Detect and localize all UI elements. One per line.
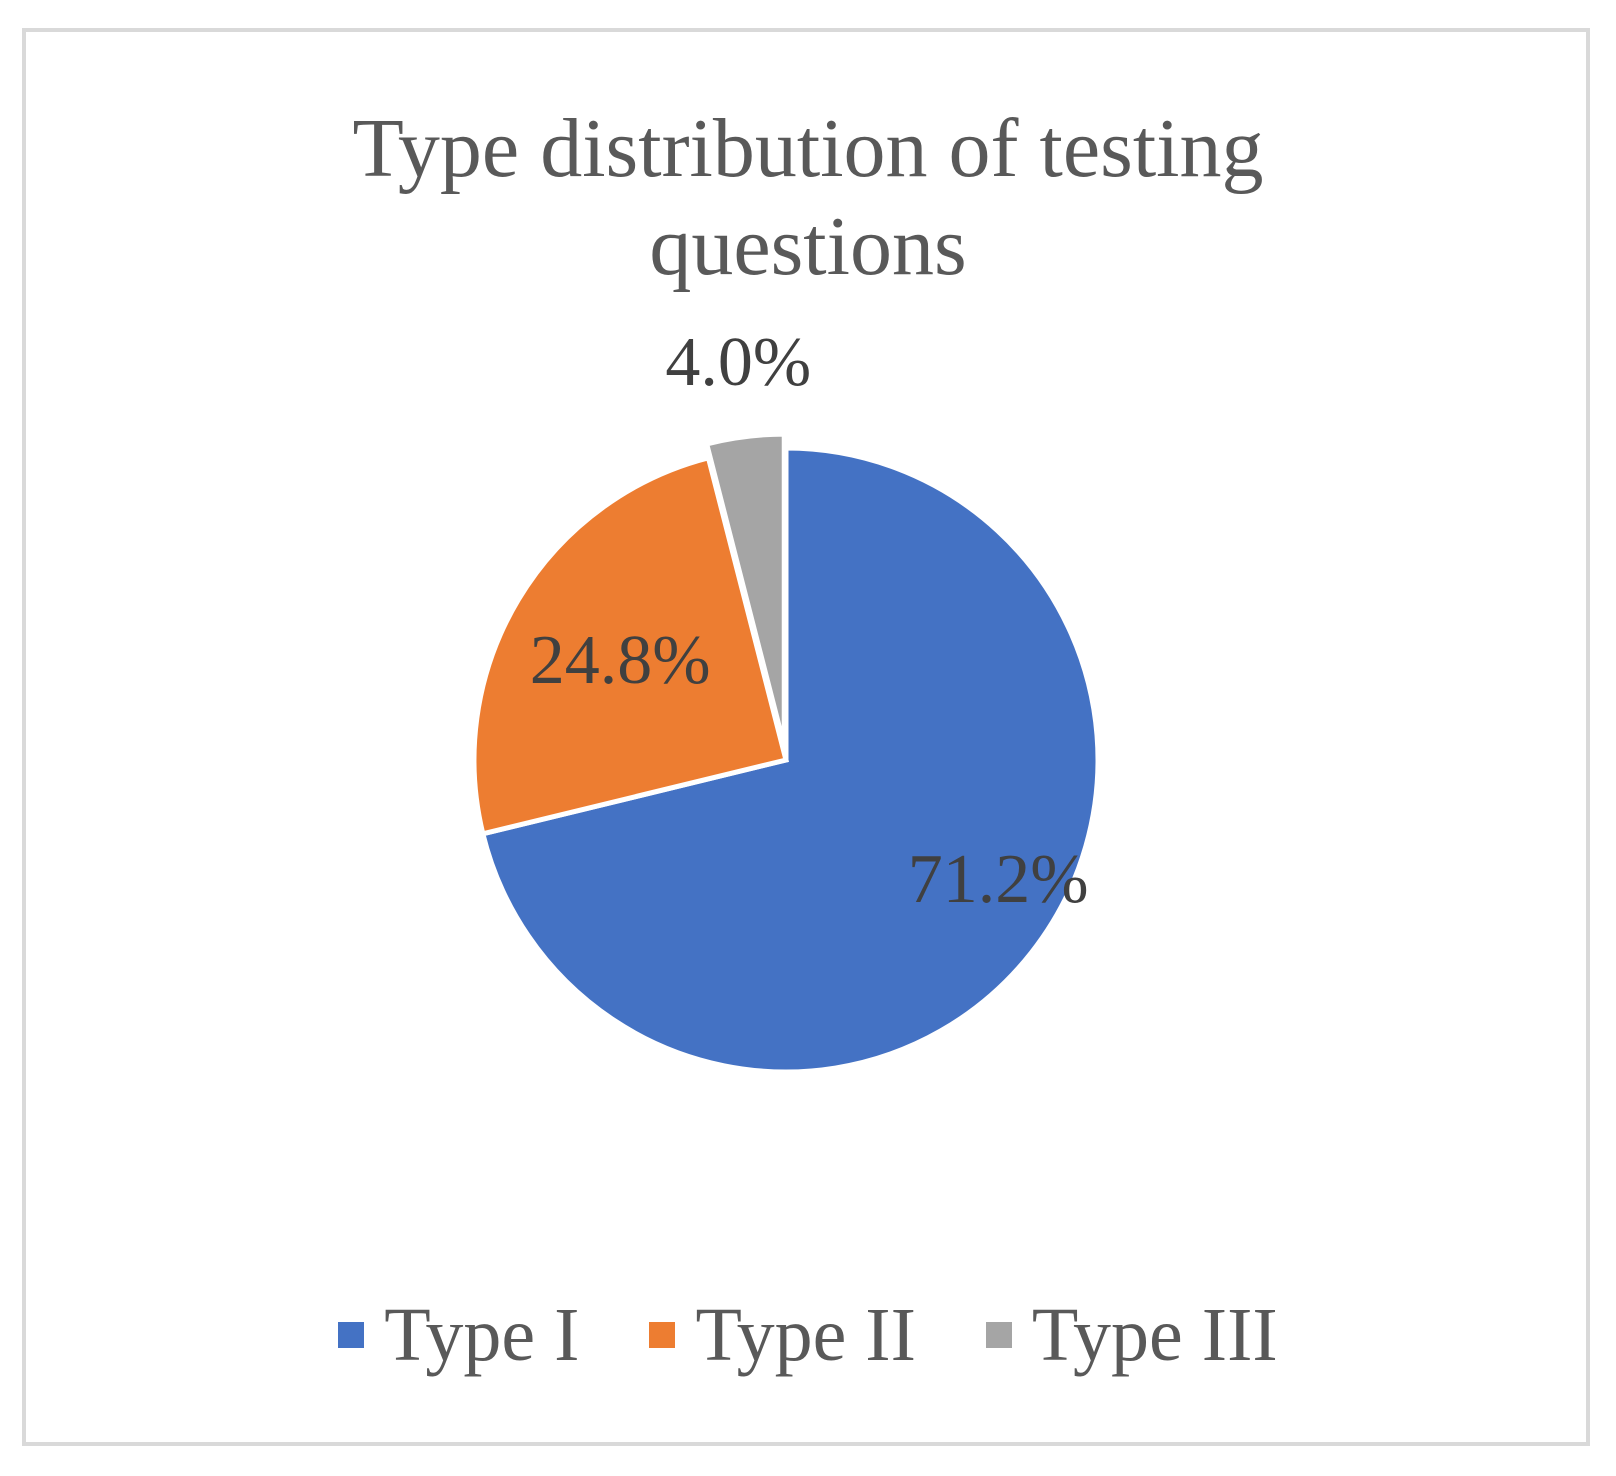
slice-type-i <box>479 445 1101 1075</box>
legend-item-type-iii: Type III <box>985 1290 1278 1380</box>
data-label-type-iii: 4.0% <box>665 324 811 401</box>
legend-item-type-i: Type I <box>338 1290 579 1380</box>
data-label-type-i: 71.2% <box>908 841 1089 918</box>
legend-label-type-iii: Type III <box>1031 1293 1278 1377</box>
legend-item-type-ii: Type II <box>649 1290 916 1380</box>
legend-swatch-type-i <box>338 1322 365 1348</box>
legend: Type I Type II Type III <box>0 1290 1616 1380</box>
slice-type-ii <box>471 454 790 837</box>
chart-title: Type distribution of testing questions <box>0 100 1616 296</box>
chart-title-line-1: Type distribution of testing <box>352 102 1264 195</box>
pie-slices <box>471 431 1101 1075</box>
data-labels: 71.2% 24.8% 4.0% <box>530 324 1089 918</box>
chart-title-line-2: questions <box>649 200 967 293</box>
slice-type-iii <box>703 431 787 747</box>
legend-label-type-ii: Type II <box>695 1293 916 1377</box>
data-label-type-ii: 24.8% <box>530 622 711 699</box>
legend-swatch-type-ii <box>649 1322 676 1348</box>
legend-label-type-i: Type I <box>384 1293 580 1377</box>
legend-swatch-type-iii <box>985 1322 1012 1348</box>
